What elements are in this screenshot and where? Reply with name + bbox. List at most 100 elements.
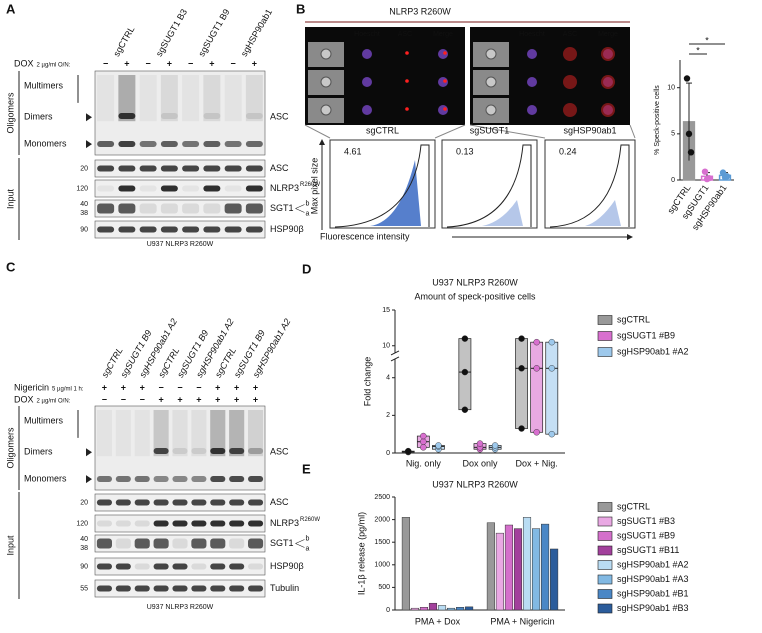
blot-band (191, 585, 207, 592)
mw-label: 90 (80, 226, 88, 233)
treatment-sign: − (196, 382, 201, 392)
arrowhead (627, 234, 633, 240)
blot-band (97, 141, 115, 147)
treatment-sign: + (234, 382, 239, 392)
data-point (687, 149, 695, 156)
mw-label: 55 (80, 585, 88, 592)
channel-label: ASC (563, 31, 577, 38)
data-point (491, 442, 499, 449)
blot-band (97, 203, 115, 214)
blot-band (139, 203, 157, 214)
blot-band (153, 538, 169, 549)
blot-band (160, 165, 178, 172)
bar (513, 528, 523, 611)
blot-band (160, 141, 178, 147)
blot-band (245, 141, 263, 147)
mw-label: 38 (80, 545, 88, 552)
nucleus (527, 49, 537, 59)
blot-band (203, 113, 221, 119)
blot-smear (118, 75, 136, 122)
blot-band (153, 585, 169, 592)
legend-swatch (597, 331, 613, 341)
axis-title: Fluorescence intensity (320, 231, 410, 241)
y-tick-label: 2500 (374, 494, 390, 501)
panel-label: B (296, 1, 305, 16)
lane-label: sgSUGT1 B3 (154, 7, 189, 58)
blot-smear (160, 75, 178, 122)
blot-band (224, 165, 242, 172)
legend-label: sgHSP90ab1 #B3 (617, 603, 689, 613)
protein-label: SGT1 (270, 203, 294, 213)
legend-swatch (597, 545, 613, 556)
blot-band (182, 185, 200, 192)
axis-title: Fold change (362, 357, 372, 407)
blot-band (118, 185, 136, 192)
treatment-sign: − (103, 58, 108, 68)
blot-band (182, 141, 200, 147)
isoform-mark (295, 204, 305, 209)
gate-value: 0.13 (456, 146, 474, 156)
nucleus (362, 105, 372, 115)
asc-signal (443, 79, 447, 83)
band-arrow (86, 113, 92, 122)
blot-band (248, 538, 264, 549)
asc-signal (405, 107, 409, 111)
treatment-sign: − (121, 394, 126, 404)
asc-signal (405, 79, 409, 83)
blot-smear (210, 410, 226, 457)
protein-superscript: R260W (300, 517, 320, 523)
blot-smear (97, 75, 115, 122)
chart-subtitle: Amount of speck-positive cells (414, 291, 536, 301)
blot-band (210, 585, 226, 592)
blot-band (118, 113, 136, 119)
axis-title: Max pixel size (309, 158, 319, 215)
asc-signal (601, 103, 615, 117)
legend-swatch (597, 560, 613, 570)
treatment-name: Nigericin (14, 382, 49, 392)
panel-label: A (6, 1, 16, 16)
legend-label: sgHSP90ab1 #A2 (617, 346, 689, 356)
blot (94, 179, 266, 198)
treatment-dose: 5 µg/ml 1 h: (52, 387, 84, 393)
data-point (685, 130, 693, 138)
mw-label: 20 (80, 499, 88, 506)
legend-swatch (597, 502, 613, 512)
data-point (533, 429, 540, 436)
isoform-label: a (306, 210, 310, 217)
blot-band (203, 141, 221, 147)
blot-band (153, 448, 169, 454)
blot-band (224, 185, 242, 192)
blot-band (115, 476, 131, 482)
data-point (548, 430, 555, 438)
y-tick-label: 10 (667, 85, 675, 92)
legend-swatch (597, 347, 613, 357)
protein-superscript: R260W (300, 182, 320, 188)
blot-band (229, 563, 245, 570)
protein-label: HSP90β (270, 561, 304, 571)
treatment-sign: + (253, 394, 258, 404)
data-point (420, 432, 427, 440)
legend-swatch (597, 589, 613, 599)
treatment-dose: 2 µg/ml O/N: (37, 399, 71, 405)
x-tick-label: Nig. only (406, 458, 442, 468)
group-label: Input (5, 535, 15, 556)
y-tick-label: 1500 (374, 539, 390, 546)
sample-label: sgSUGT1 (470, 125, 510, 135)
significance-mark: * (705, 35, 709, 45)
blot-band (115, 563, 131, 570)
data-point (476, 440, 484, 447)
blot (94, 159, 266, 178)
blot-band (118, 203, 136, 214)
blot-band (248, 563, 264, 570)
blot-band (229, 520, 245, 527)
mw-label: 20 (80, 165, 88, 172)
blot-band (224, 141, 242, 147)
gate-value: 0.24 (559, 146, 577, 156)
data-point (518, 335, 525, 342)
connector (434, 124, 466, 139)
axis-break (390, 356, 400, 362)
cell (320, 76, 332, 88)
protein-label: Tubulin (270, 583, 299, 593)
data-point (420, 444, 427, 451)
